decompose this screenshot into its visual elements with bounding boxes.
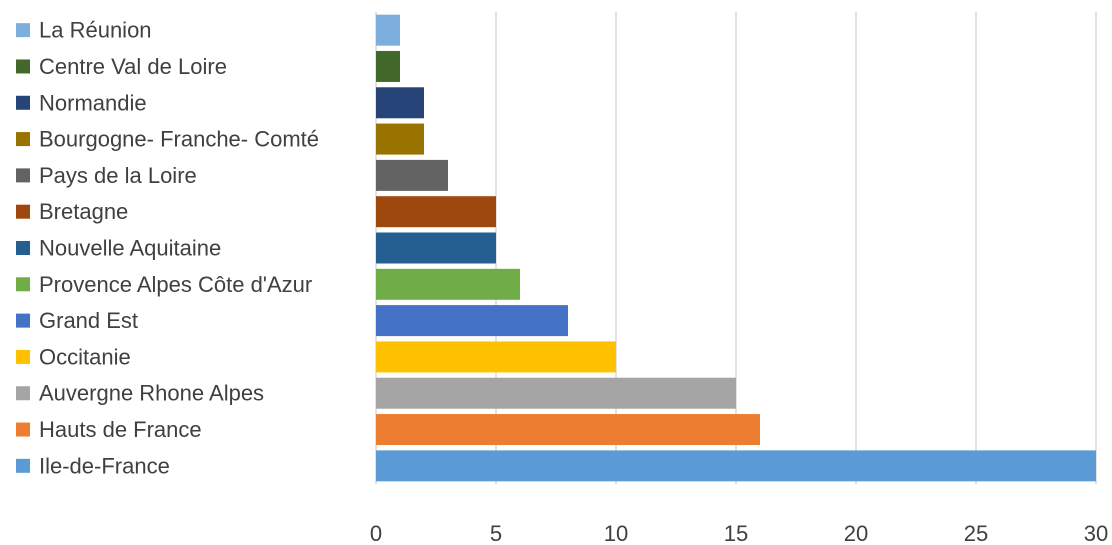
- legend-swatch: [16, 386, 30, 401]
- legend-swatch: [16, 422, 30, 437]
- legend-item: Bretagne: [16, 199, 128, 224]
- legend-label: Hauts de France: [39, 417, 202, 442]
- legend-swatch: [16, 95, 30, 110]
- bar: [376, 50, 400, 82]
- legend-label: Bretagne: [39, 199, 128, 224]
- x-tick-label: 0: [370, 521, 382, 545]
- x-axis-ticks: 0 5 10 15 20 25 30: [370, 521, 1108, 545]
- x-tick-label: 5: [490, 521, 502, 545]
- legend-swatch: [16, 458, 30, 473]
- x-tick-label: 10: [604, 521, 628, 545]
- legend-label: La Réunion: [39, 18, 152, 43]
- legend-item: Provence Alpes Côte d'Azur: [16, 272, 312, 297]
- legend-swatch: [16, 132, 30, 147]
- bar: [376, 196, 496, 228]
- legend-label: Ile-de-France: [39, 453, 170, 478]
- legend-label: Nouvelle Aquitaine: [39, 236, 221, 261]
- legend-swatch: [16, 168, 30, 183]
- legend-swatch: [16, 313, 30, 328]
- legend-item: Bourgogne- Franche- Comté: [16, 127, 319, 152]
- bar: [376, 232, 496, 264]
- legend-item: Grand Est: [16, 308, 138, 333]
- legend-item: Pays de la Loire: [16, 163, 197, 188]
- bar: [376, 159, 448, 191]
- bar: [376, 14, 400, 46]
- legend-swatch: [16, 349, 30, 364]
- legend-swatch: [16, 59, 30, 74]
- legend-item: Centre Val de Loire: [16, 54, 227, 79]
- x-tick-label: 25: [964, 521, 988, 545]
- legend-swatch: [16, 277, 30, 292]
- bar: [376, 341, 616, 373]
- legend-label: Auvergne Rhone Alpes: [39, 381, 264, 406]
- bar: [376, 305, 568, 337]
- legend-label: Normandie: [39, 90, 147, 115]
- x-tick-label: 15: [724, 521, 748, 545]
- bar: [376, 123, 424, 155]
- bar: [376, 450, 1096, 482]
- bar: [376, 414, 760, 446]
- legend-label: Bourgogne- Franche- Comté: [39, 127, 319, 152]
- legend-label: Provence Alpes Côte d'Azur: [39, 272, 312, 297]
- bars: [376, 14, 1096, 482]
- legend: Ile-de-France Hauts de France Auvergne Rho…: [16, 18, 319, 478]
- bar: [376, 87, 424, 119]
- legend-item: Occitanie: [16, 344, 131, 369]
- gridlines: [375, 12, 1097, 484]
- legend-label: Pays de la Loire: [39, 163, 197, 188]
- legend-item: Nouvelle Aquitaine: [16, 236, 221, 261]
- legend-item: Hauts de France: [16, 417, 202, 442]
- legend-label: Occitanie: [39, 344, 131, 369]
- legend-item: La Réunion: [16, 18, 152, 43]
- bar: [376, 268, 520, 300]
- legend-item: Auvergne Rhone Alpes: [16, 381, 264, 406]
- legend-item: Ile-de-France: [16, 453, 170, 478]
- x-tick-label: 20: [844, 521, 868, 545]
- legend-swatch: [16, 23, 30, 38]
- legend-label: Grand Est: [39, 308, 138, 333]
- legend-label: Centre Val de Loire: [39, 54, 227, 79]
- legend-swatch: [16, 204, 30, 219]
- legend-item: Normandie: [16, 90, 147, 115]
- bar: [376, 377, 736, 409]
- x-tick-label: 30: [1084, 521, 1108, 545]
- legend-swatch: [16, 241, 30, 255]
